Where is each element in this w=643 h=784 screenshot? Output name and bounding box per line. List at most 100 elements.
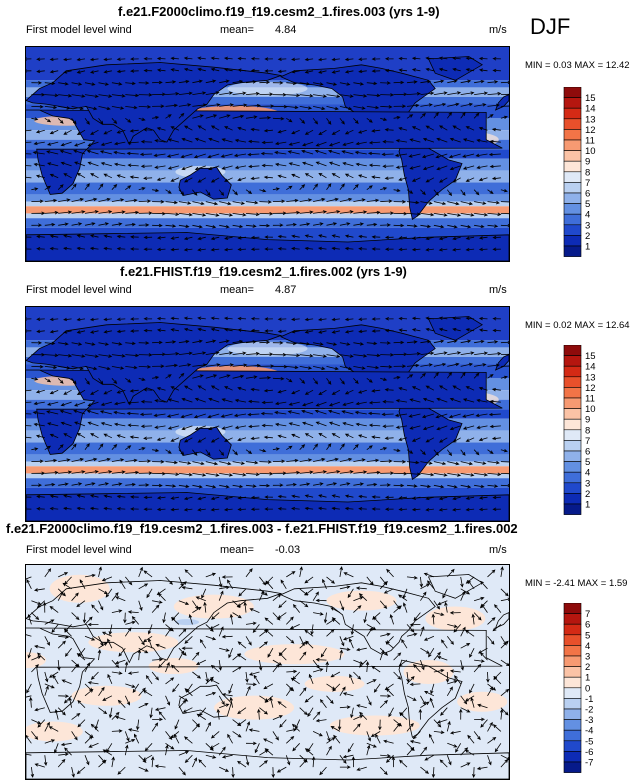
colorbar-tick-label: 0 [585,683,590,694]
colorbar-tick-label: 2 [585,231,590,242]
colorbar-swatch [563,213,582,226]
colorbar-tick-label: -5 [585,736,593,747]
colorbar-tick-label: 6 [585,620,590,631]
colorbar-tick-label: 4 [585,641,590,652]
colorbar-swatch [563,129,582,141]
colorbar-tick-label: 7 [585,609,590,620]
colorbar-tick-label: 3 [585,220,590,231]
colorbar-swatch [563,645,582,657]
colorbar-swatch [563,440,582,452]
panel-2-mean-label: mean= [220,284,254,296]
panel-3-units: m/s [489,544,507,556]
colorbar-swatch [563,503,582,515]
colorbar-swatch [563,623,582,636]
colorbar-swatch [563,171,582,183]
colorbar-tick-label: 1 [585,673,590,684]
panel-2-title: f.e21.FHIST.f19_f19.cesm2_1.fires.002 (y… [120,264,407,279]
colorbar-tick-label: 9 [585,415,590,426]
colorbar-tick-label: 15 [585,351,596,362]
colorbar-tick-label: 5 [585,630,590,641]
panel-2-minmax: MIN = 0.02 MAX = 12.64 [525,320,630,331]
colorbar-tick-label: 1 [585,500,590,511]
colorbar-tick-label: 7 [585,178,590,189]
colorbar-swatch [563,118,582,130]
colorbar-tick-label: 5 [585,199,590,210]
colorbar-tick-label: 6 [585,447,590,458]
colorbar-swatch [563,97,582,109]
panel-2-colorbar: 15 14 13 12 11 10 9 8 7 6 5 4 3 2 1 [562,344,618,520]
panel-3-mean-value: -0.03 [275,544,301,556]
colorbar-swatch [563,160,582,173]
colorbar-swatch [563,655,582,667]
colorbar-swatch [563,355,582,367]
panel-1-map [25,46,510,262]
colorbar-swatch [563,740,582,752]
panel-1-mean-value: 4.84 [275,24,297,36]
colorbar-tick-label: 10 [585,404,596,415]
colorbar-tick-label: 6 [585,189,590,200]
season-label: DJF [530,14,571,39]
colorbar-swatch [563,150,582,162]
panel-1-mean-label: mean= [220,24,254,36]
colorbar-tick-label: 13 [585,372,596,383]
colorbar-swatch [563,450,582,462]
colorbar-swatch [563,708,582,720]
panel-1-colorbar: 15 14 13 12 11 10 9 8 7 6 5 4 3 2 1 [562,86,618,262]
colorbar-tick-label: 12 [585,125,596,136]
colorbar-swatch [563,182,582,194]
colorbar-tick-label: 4 [585,210,590,221]
colorbar-swatch [563,107,582,120]
colorbar-tick-label: 11 [585,136,595,147]
panel-3-map [25,564,510,780]
panel-2-map [25,306,510,522]
colorbar-swatch [563,387,582,399]
colorbar-swatch [563,418,582,431]
colorbar-tick-label: -3 [585,715,593,726]
colorbar-tick-label: 3 [585,652,590,663]
colorbar-tick-label: 9 [585,157,590,168]
colorbar-swatch [563,719,582,731]
colorbar-swatch [563,687,582,699]
colorbar-tick-label: 15 [585,93,596,104]
panel-1-minmax: MIN = 0.03 MAX = 12.42 [525,60,630,71]
colorbar-tick-label: 8 [585,167,590,178]
panel-1-subtitle: First model level wind [26,24,132,36]
colorbar-swatch [563,203,582,215]
panel-3-minmax: MIN = -2.41 MAX = 1.59 [525,578,628,589]
colorbar-swatch [563,139,582,151]
colorbar-tick-label: 7 [585,436,590,447]
panel-3-map-svg [26,565,509,779]
colorbar-swatch [563,761,582,773]
colorbar-swatch [563,235,582,247]
colorbar-swatch [563,461,582,473]
panel-3-subtitle: First model level wind [26,544,132,556]
colorbar-swatch [563,192,582,204]
colorbar-tick-label: 14 [585,104,596,115]
colorbar-swatch [563,634,582,646]
panel-3-mean-label: mean= [220,544,254,556]
colorbar-tick-label: 14 [585,362,596,373]
colorbar-tick-label: 12 [585,383,596,394]
colorbar-swatch [563,344,582,356]
colorbar-swatch [563,245,582,257]
colorbar-swatch [563,86,582,98]
colorbar-swatch [563,493,582,505]
colorbar-tick-label: 8 [585,425,590,436]
colorbar-tick-label: -7 [585,758,593,769]
colorbar-tick-label: -6 [585,747,593,758]
colorbar-tick-label: 2 [585,662,590,673]
panel-2-map-svg [26,307,509,521]
colorbar-swatch [563,429,582,441]
colorbar-swatch [563,471,582,484]
colorbar-tick-label: -4 [585,726,593,737]
panel-3-title: f.e21.F2000climo.f19_f19.cesm2_1.fires.0… [6,521,518,536]
colorbar-swatch [563,729,582,742]
colorbar-swatch [563,224,582,236]
colorbar-tick-label: 1 [585,242,590,253]
panel-1-units: m/s [489,24,507,36]
colorbar-swatch [563,397,582,409]
colorbar-swatch [563,613,582,625]
colorbar-tick-label: 4 [585,468,590,479]
colorbar-swatch [563,365,582,378]
colorbar-swatch [563,408,582,420]
